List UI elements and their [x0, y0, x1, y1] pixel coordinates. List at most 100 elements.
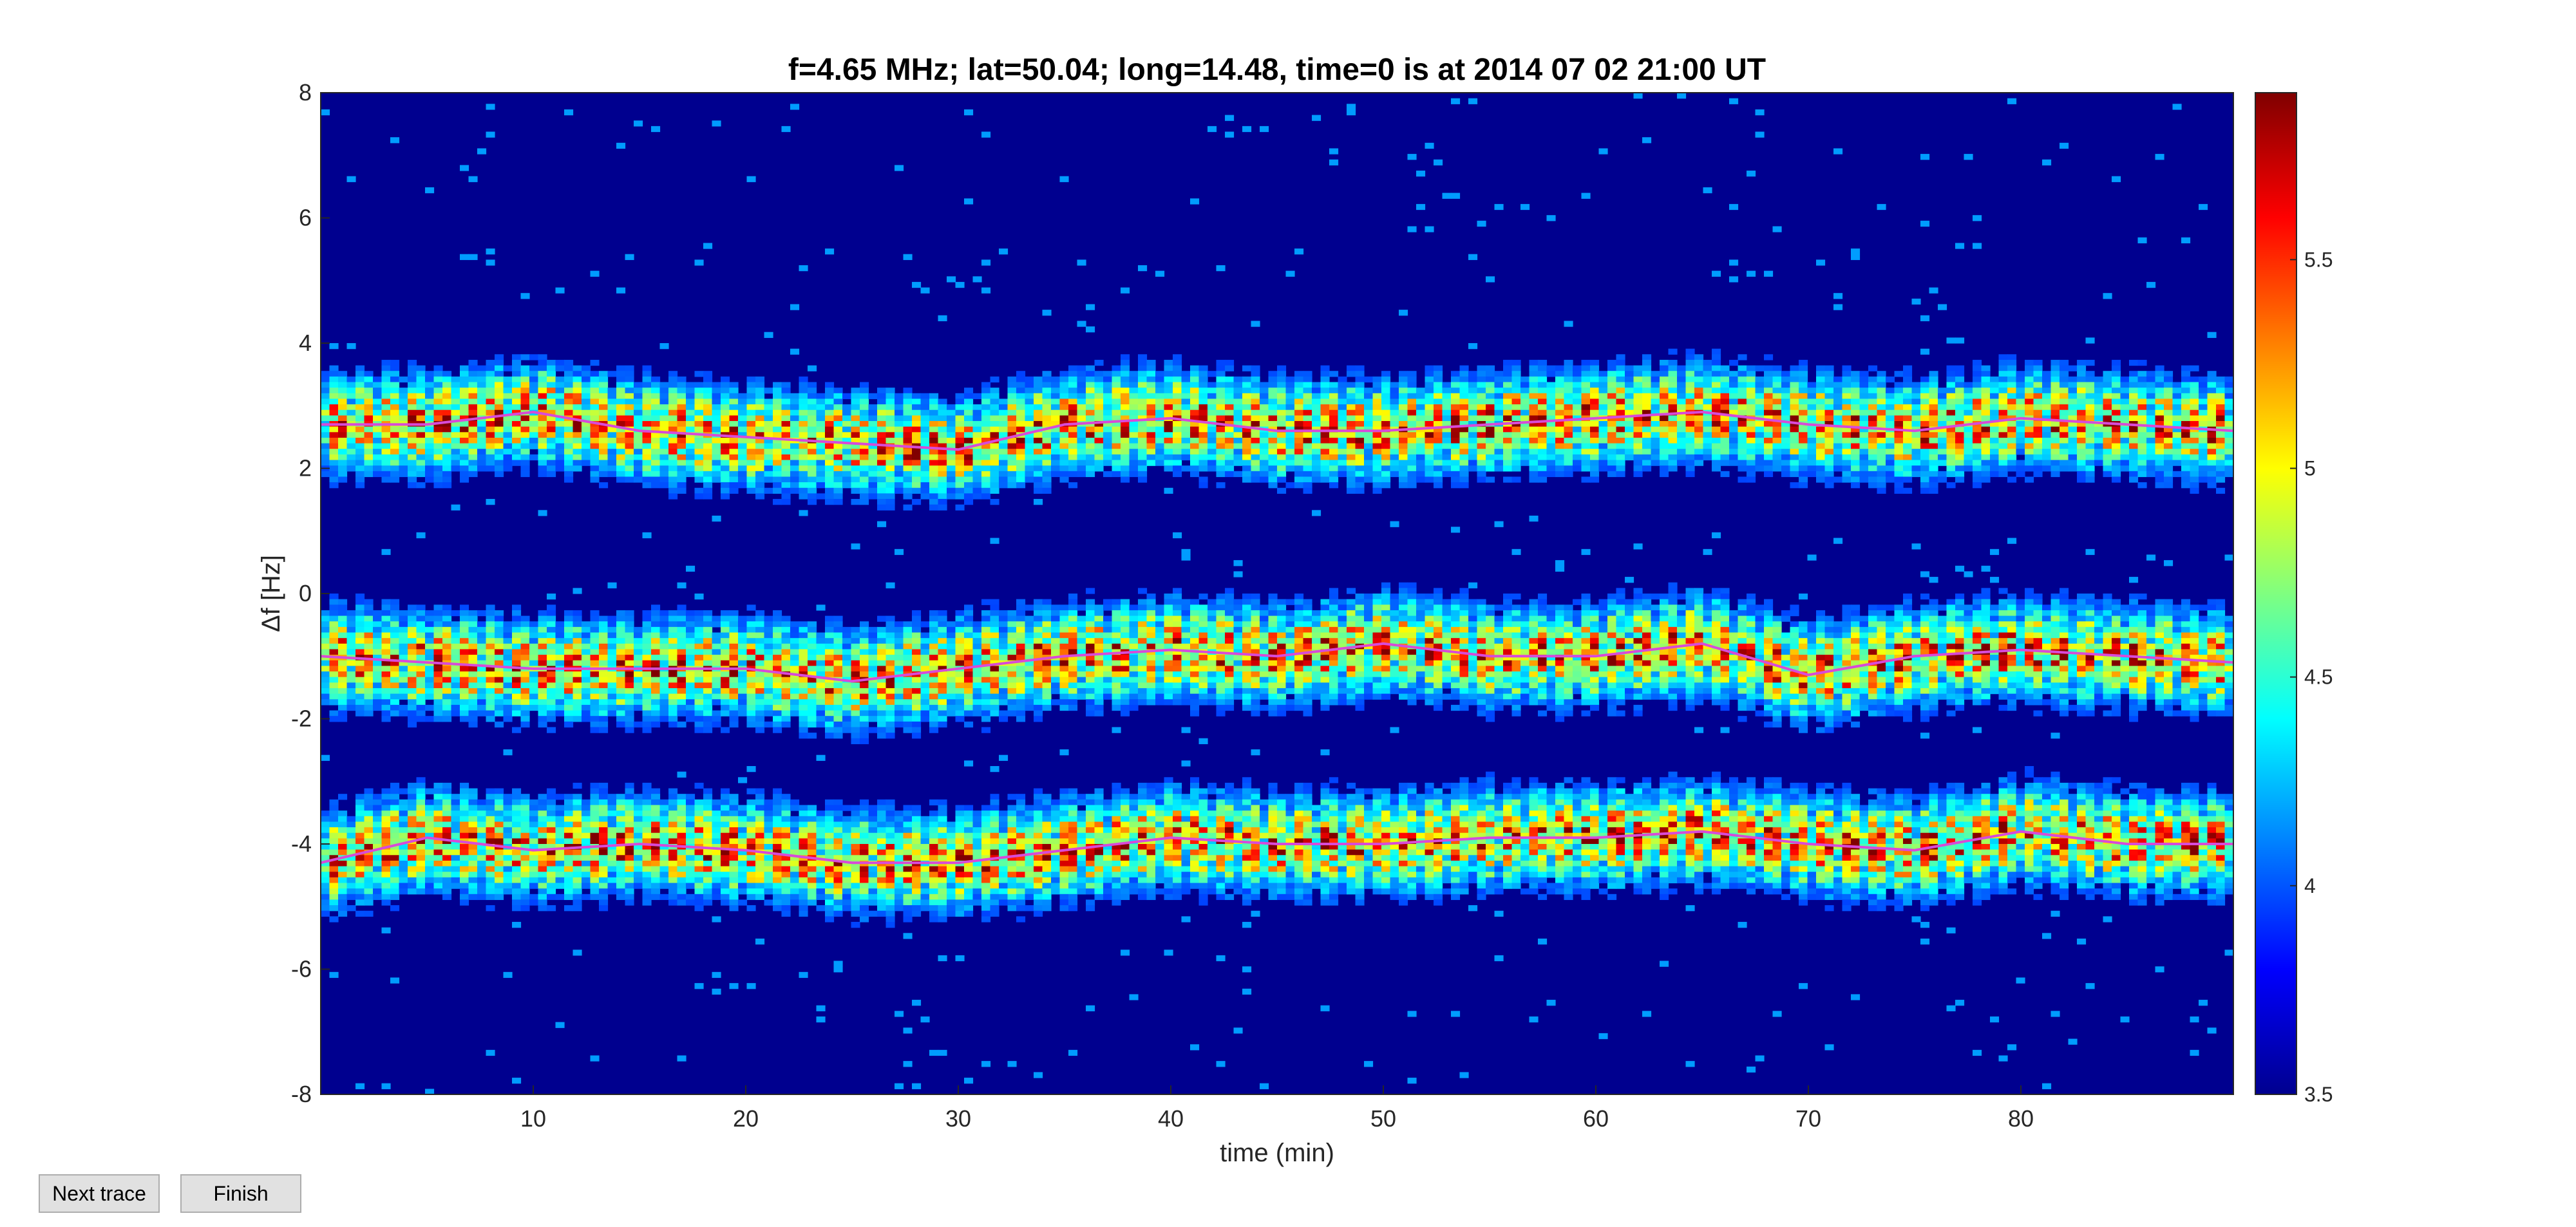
heatmap-cell	[895, 693, 904, 700]
heatmap-cell	[877, 415, 887, 422]
heatmap-cell	[390, 866, 400, 872]
heatmap-cell	[738, 632, 748, 639]
heatmap-cell	[321, 821, 330, 828]
heatmap-cell	[746, 872, 756, 878]
heatmap-cell	[408, 649, 417, 655]
heatmap-cell	[573, 443, 582, 449]
heatmap-cell	[886, 682, 895, 689]
heatmap-cell	[329, 894, 339, 901]
heatmap-cell	[746, 877, 756, 884]
heatmap-cell	[929, 799, 939, 806]
heatmap-cell	[738, 883, 748, 889]
heatmap-cell	[338, 883, 348, 889]
heatmap-cell	[451, 827, 460, 834]
heatmap-cell	[381, 894, 391, 901]
heatmap-cell	[634, 655, 643, 661]
heatmap-cell	[781, 721, 791, 728]
heatmap-cell	[625, 894, 634, 901]
heatmap-cell	[781, 476, 791, 483]
heatmap-cell	[773, 460, 782, 466]
heatmap-cell	[355, 643, 365, 650]
heatmap-cell	[468, 832, 478, 839]
heatmap-cell	[694, 849, 704, 856]
heatmap-cell	[677, 799, 687, 806]
heatmap-cell	[816, 426, 826, 433]
heatmap-cell	[616, 421, 626, 427]
heatmap-cell	[503, 454, 513, 461]
heatmap-cell	[981, 666, 991, 672]
heatmap-cell	[886, 883, 895, 889]
heatmap-cell	[964, 860, 974, 867]
heatmap-cell	[346, 699, 356, 706]
heatmap-cell	[599, 371, 609, 377]
heatmap-cell	[338, 710, 348, 717]
heatmap-cell	[947, 682, 956, 689]
heatmap-cell	[999, 844, 1009, 850]
heatmap-cell	[321, 860, 330, 867]
heatmap-cell	[929, 844, 939, 850]
heatmap-cell	[755, 860, 765, 867]
heatmap-cell	[381, 437, 391, 444]
heatmap-cell	[607, 409, 617, 416]
heatmap-cell	[642, 788, 652, 794]
heatmap-cell	[399, 671, 408, 678]
heatmap-cell	[755, 838, 765, 845]
heatmap-cell	[538, 827, 547, 834]
heatmap-cell	[460, 437, 469, 444]
heatmap-cell	[981, 894, 991, 901]
heatmap-cell	[573, 688, 582, 695]
heatmap-cell	[825, 388, 835, 394]
heatmap-cell	[938, 716, 947, 722]
heatmap-cell	[833, 894, 843, 901]
heatmap-cell	[773, 821, 782, 828]
heatmap-cell	[860, 693, 869, 700]
heatmap-cell	[955, 899, 965, 906]
heatmap-cell	[1007, 827, 1017, 834]
heatmap-cell	[929, 716, 939, 722]
heatmap-cell	[512, 382, 522, 388]
heatmap-cell	[607, 805, 617, 811]
heatmap-cell	[529, 388, 539, 394]
heatmap-cell	[503, 643, 513, 650]
heatmap-cell	[555, 649, 565, 655]
heatmap-cell	[1016, 888, 1026, 895]
heatmap-cell	[346, 437, 356, 444]
heatmap-cell	[599, 788, 609, 794]
heatmap-cell	[338, 816, 348, 823]
heatmap-cell	[642, 832, 652, 839]
heatmap-cell	[1016, 877, 1026, 884]
heatmap-cell	[1007, 476, 1017, 483]
heatmap-cell	[651, 610, 661, 617]
heatmap-cell	[634, 626, 643, 633]
heatmap-cell	[503, 821, 513, 828]
heatmap-cell	[764, 710, 773, 717]
heatmap-cell	[616, 799, 626, 806]
heatmap-cell	[912, 1000, 922, 1006]
heatmap-cell	[659, 460, 669, 466]
heatmap-cell	[947, 426, 956, 433]
heatmap-cell	[564, 365, 574, 371]
heatmap-cell	[425, 716, 435, 722]
heatmap-cell	[520, 437, 530, 444]
heatmap-cell	[903, 504, 913, 510]
heatmap-cell	[964, 682, 974, 689]
heatmap-cell	[651, 404, 661, 411]
heatmap-cell	[486, 626, 495, 633]
heatmap-cell	[651, 626, 661, 633]
heatmap-cell	[808, 626, 817, 633]
heatmap-cell	[573, 704, 582, 711]
heatmap-cell	[338, 888, 348, 895]
heatmap-cell	[738, 805, 748, 811]
heatmap-cell	[599, 677, 609, 683]
heatmap-cell	[755, 877, 765, 884]
heatmap-cell	[947, 844, 956, 850]
heatmap-cell	[955, 821, 965, 828]
heatmap-cell	[634, 638, 643, 644]
heatmap-cell	[442, 655, 452, 661]
heatmap-cell	[399, 838, 408, 845]
heatmap-cell	[877, 388, 887, 394]
heatmap-cell	[408, 454, 417, 461]
heatmap-cell	[442, 443, 452, 449]
heatmap-cell	[816, 454, 826, 461]
heatmap-cell	[433, 827, 443, 834]
